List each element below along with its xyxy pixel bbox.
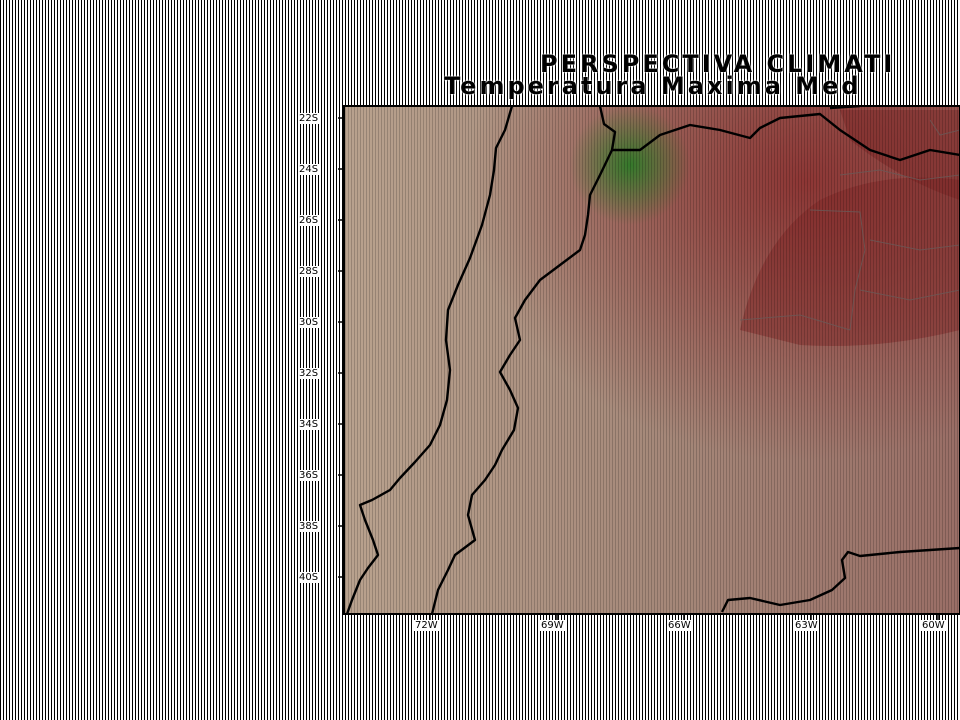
latitude-ticks [338, 117, 344, 578]
bolivia-border [612, 112, 960, 162]
title-line-2: Temperatura Maxima Med [444, 72, 862, 100]
map-frame-border [343, 105, 960, 615]
longitude-ticks [429, 614, 939, 620]
longitude-label: 66W [667, 620, 692, 631]
latitude-label: 34S [298, 419, 320, 430]
title-line-1: PERSPECTIVA CLIMATI [540, 50, 896, 78]
latitude-label: 22S [298, 113, 320, 124]
latitude-label: 26S [298, 215, 320, 226]
latitude-label: 40S [298, 572, 320, 583]
map-title: PERSPECTIVA CLIMATI Temperatura Maxima M… [0, 48, 960, 104]
latitude-label: 28S [298, 266, 320, 277]
latitude-label: 30S [298, 317, 320, 328]
latitude-label: 36S [298, 470, 320, 481]
longitude-label: 69W [540, 620, 565, 631]
temperature-field [344, 106, 960, 614]
latitude-label: 38S [298, 521, 320, 532]
longitude-label: 60W [921, 620, 946, 631]
longitude-label: 63W [794, 620, 819, 631]
latitude-label: 32S [298, 368, 320, 379]
longitude-label: 72W [414, 620, 439, 631]
latitude-label: 24S [298, 164, 320, 175]
chile-argentina-border [430, 106, 617, 614]
province-boundaries [739, 119, 960, 331]
atlantic-coastline [720, 546, 960, 613]
pacific-coastline [345, 106, 514, 614]
